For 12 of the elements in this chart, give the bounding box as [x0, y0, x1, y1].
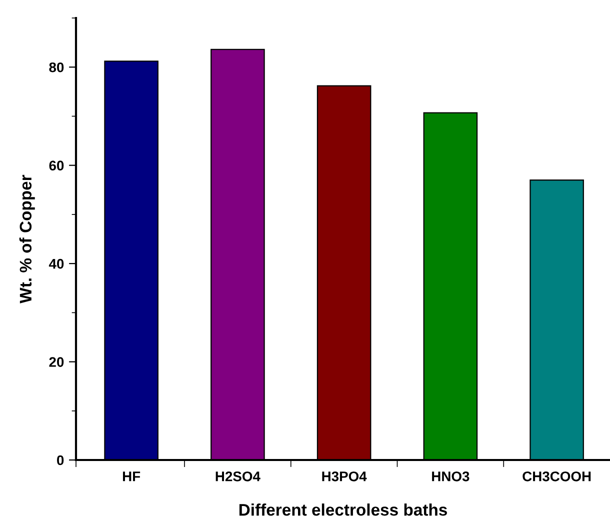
y-tick-label: 60: [49, 160, 64, 171]
x-tick-label: H2SO4: [216, 471, 260, 482]
x-tick-label: CH3COOH: [522, 471, 591, 482]
y-tick-label: 40: [48, 258, 64, 269]
x-tick-label: HNO3: [432, 471, 470, 482]
y-tick-label: 20: [49, 357, 64, 367]
y-axis-title: Wt. % of Copper: [19, 174, 35, 304]
y-tick-label: 80: [49, 62, 64, 72]
x-tick-label: HF: [122, 472, 140, 482]
x-axis-title: Different electroless baths: [239, 504, 447, 516]
x-tick-label: H3PO4: [322, 471, 367, 482]
y-tick-label: 0: [57, 455, 64, 466]
